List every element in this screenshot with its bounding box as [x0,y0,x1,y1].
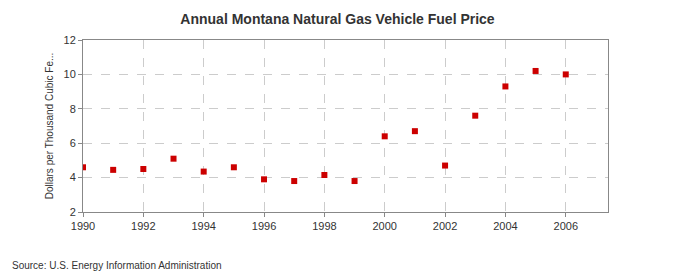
svg-text:1998: 1998 [312,220,336,232]
svg-text:1990: 1990 [71,220,95,232]
svg-text:2000: 2000 [372,220,396,232]
svg-text:1996: 1996 [252,220,276,232]
svg-text:8: 8 [70,103,76,115]
svg-text:1994: 1994 [191,220,215,232]
svg-text:Annual Montana Natural Gas Veh: Annual Montana Natural Gas Vehicle Fuel … [180,11,495,27]
svg-text:12: 12 [64,34,76,46]
svg-text:2: 2 [70,206,76,218]
svg-text:2006: 2006 [554,220,578,232]
svg-text:2004: 2004 [493,220,517,232]
svg-text:4: 4 [70,171,76,183]
svg-text:2002: 2002 [433,220,457,232]
svg-text:Dollars per Thousand Cubic Fe.: Dollars per Thousand Cubic Fe... [44,53,55,200]
svg-text:Source: U.S. Energy Informatio: Source: U.S. Energy Information Administ… [12,260,222,271]
svg-text:10: 10 [64,68,76,80]
svg-text:6: 6 [70,137,76,149]
svg-text:1992: 1992 [131,220,155,232]
